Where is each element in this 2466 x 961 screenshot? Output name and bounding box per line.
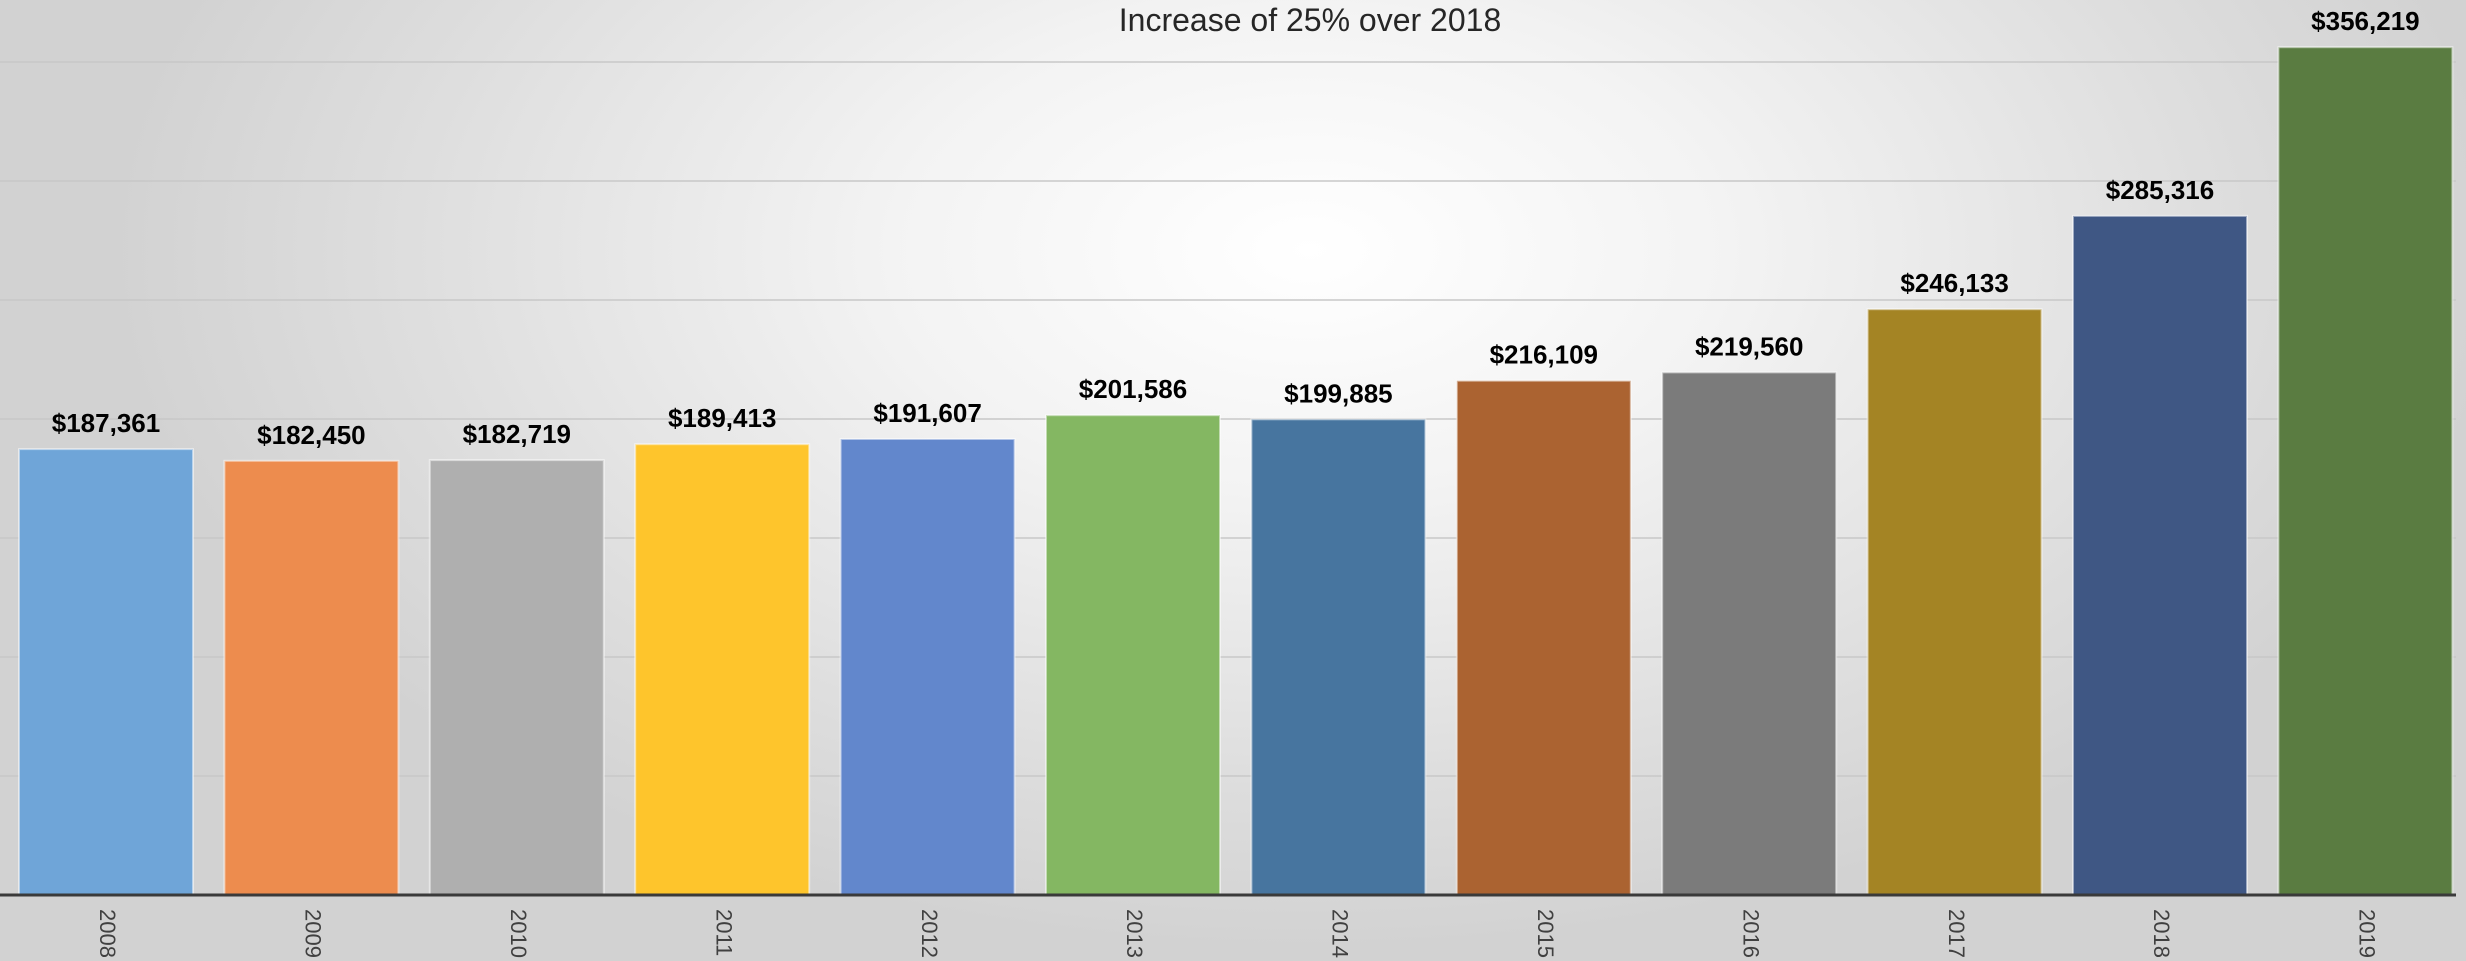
bars bbox=[18, 46, 2454, 896]
bar-2018 bbox=[2072, 214, 2248, 896]
value-labels: $187,361 $182,450 $182,719 $189,413 $191,607… bbox=[52, 6, 2420, 450]
x-tick-2014: 2014 bbox=[1328, 909, 1353, 958]
bar-2016 bbox=[1661, 371, 1838, 896]
bar-2014 bbox=[1250, 418, 1427, 896]
data-label-2015: $216,109 bbox=[1490, 340, 1598, 370]
x-tick-2015: 2015 bbox=[1533, 909, 1558, 958]
data-label-2012: $191,607 bbox=[873, 398, 981, 428]
x-tick-2008: 2008 bbox=[95, 909, 120, 958]
x-tick-2012: 2012 bbox=[917, 909, 942, 958]
x-tick-2010: 2010 bbox=[506, 909, 531, 958]
x-tick-2016: 2016 bbox=[1738, 909, 1763, 958]
bar-2015 bbox=[1455, 379, 1632, 896]
chart-title: Increase of 25% over 2018 bbox=[1119, 2, 1501, 38]
data-label-2016: $219,560 bbox=[1695, 331, 1803, 361]
data-label-2017: $246,133 bbox=[1900, 268, 2008, 298]
x-tick-2009: 2009 bbox=[301, 909, 326, 958]
x-tick-labels: 2008 2009 2010 2011 2012 2013 2014 2015 2016 2017… bbox=[95, 909, 2379, 958]
x-tick-2018: 2018 bbox=[2149, 909, 2174, 958]
x-tick-2017: 2017 bbox=[1944, 909, 1969, 958]
data-label-2014: $199,885 bbox=[1284, 378, 1392, 408]
gridlines bbox=[0, 61, 2456, 777]
bar-2011 bbox=[634, 443, 811, 896]
data-label-2011: $189,413 bbox=[668, 403, 776, 433]
bar-2009 bbox=[223, 459, 400, 896]
data-label-2008: $187,361 bbox=[52, 408, 160, 438]
data-label-2019: $356,219 bbox=[2311, 6, 2419, 36]
x-tick-2011: 2011 bbox=[711, 909, 736, 956]
bar-2008 bbox=[18, 448, 194, 896]
bar-2010 bbox=[428, 459, 605, 896]
bar-2019 bbox=[2277, 46, 2454, 896]
data-label-2010: $182,719 bbox=[463, 419, 571, 449]
data-label-2013: $201,586 bbox=[1079, 374, 1187, 404]
bar-2012 bbox=[839, 438, 1016, 896]
x-tick-2019: 2019 bbox=[2355, 909, 2380, 958]
data-label-2009: $182,450 bbox=[257, 420, 365, 450]
x-tick-2013: 2013 bbox=[1122, 909, 1147, 958]
bar-2013 bbox=[1045, 414, 1221, 896]
data-label-2018: $285,316 bbox=[2106, 175, 2214, 205]
bar-2017 bbox=[1866, 308, 2043, 896]
